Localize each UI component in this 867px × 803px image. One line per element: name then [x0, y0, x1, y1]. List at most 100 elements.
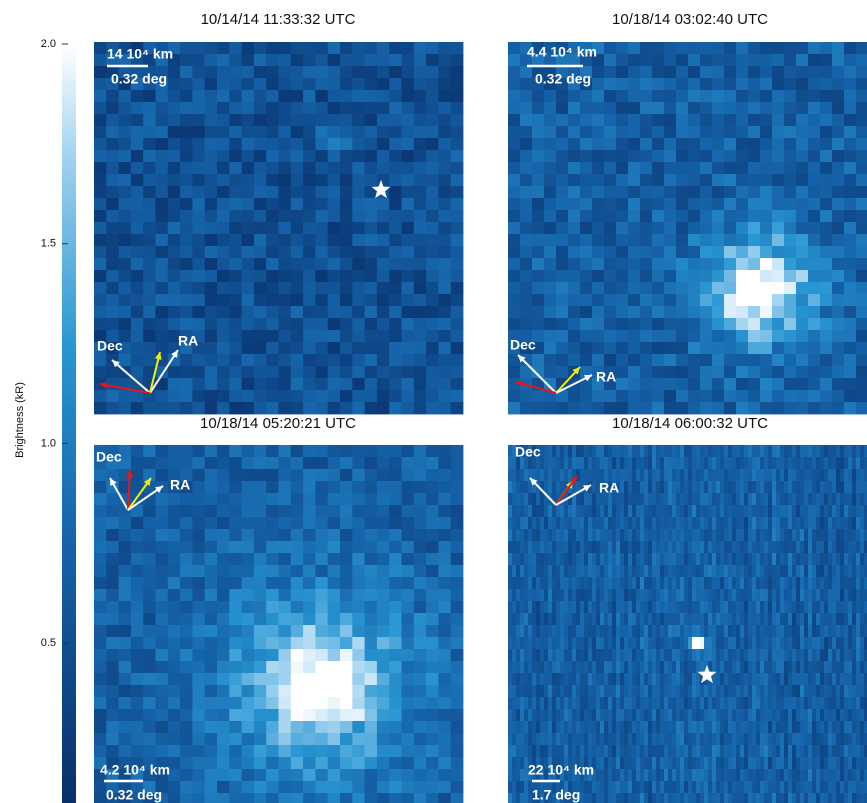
pixel	[130, 721, 144, 734]
pixel	[652, 114, 665, 127]
pixel	[290, 186, 304, 199]
pixel	[192, 781, 206, 794]
pixel	[106, 222, 119, 235]
pixel	[389, 649, 402, 662]
pixel	[640, 481, 645, 494]
pixel	[780, 661, 785, 674]
pixel	[736, 318, 749, 331]
pixel	[327, 222, 341, 235]
pixel	[204, 649, 218, 662]
colorbar-label: Brightness (kR)	[14, 382, 26, 458]
pixel	[106, 745, 119, 758]
pixel	[684, 661, 689, 674]
pixel	[764, 529, 769, 542]
pixel	[94, 637, 107, 650]
pixel	[720, 505, 725, 518]
pixel	[800, 469, 805, 482]
pixel	[241, 258, 255, 271]
pixel	[616, 577, 621, 590]
pixel	[389, 234, 402, 247]
pixel	[556, 721, 561, 734]
pixel	[217, 577, 230, 590]
pixel	[229, 42, 242, 55]
pixel	[728, 445, 733, 458]
pixel	[413, 258, 427, 271]
pixel	[520, 78, 533, 91]
pixel	[588, 493, 593, 506]
pixel	[364, 589, 378, 602]
pixel	[588, 661, 593, 674]
pixel	[568, 270, 581, 283]
pixel	[796, 673, 801, 686]
pixel	[516, 721, 521, 734]
pixel	[118, 613, 132, 626]
pixel	[340, 793, 353, 803]
pixel	[596, 553, 601, 566]
pixel	[856, 378, 867, 391]
pixel	[315, 186, 329, 199]
pixel	[628, 637, 633, 650]
pixel	[644, 673, 649, 686]
pixel	[217, 258, 230, 271]
pixel	[364, 246, 378, 259]
pixel	[401, 481, 415, 494]
pixel	[704, 505, 709, 518]
pixel	[389, 565, 402, 578]
pixel	[660, 709, 665, 722]
pixel	[266, 709, 279, 722]
pixel	[716, 649, 721, 662]
pixel	[180, 673, 193, 686]
pixel	[438, 685, 452, 698]
pixel	[548, 541, 553, 554]
pixel	[664, 553, 669, 566]
pixel	[532, 565, 537, 578]
pixel	[684, 517, 689, 530]
pixel	[266, 553, 279, 566]
pixel	[596, 589, 601, 602]
pixel	[636, 649, 641, 662]
pixel	[450, 102, 464, 115]
pixel	[652, 186, 665, 199]
pixel	[217, 186, 230, 199]
pixel	[564, 529, 569, 542]
pixel	[528, 529, 533, 542]
pixel	[792, 505, 797, 518]
pixel	[732, 589, 737, 602]
pixel	[303, 541, 316, 554]
pixel	[712, 126, 725, 139]
pixel	[820, 66, 833, 79]
pixel	[592, 505, 597, 518]
pixel	[632, 709, 637, 722]
pixel	[266, 246, 279, 259]
pixel	[844, 138, 857, 151]
pixel	[413, 138, 427, 151]
pixel	[438, 162, 452, 175]
pixel	[143, 354, 156, 367]
pixel	[552, 601, 557, 614]
pixel	[340, 102, 353, 115]
pixel	[668, 673, 673, 686]
pixel	[800, 493, 805, 506]
pixel	[732, 445, 737, 458]
pixel	[180, 709, 193, 722]
pixel	[804, 469, 809, 482]
pixel	[848, 541, 853, 554]
pixel	[628, 186, 641, 199]
pixel	[652, 246, 665, 259]
pixel	[832, 673, 837, 686]
pixel	[143, 174, 156, 187]
pixel	[217, 493, 230, 506]
pixel	[576, 541, 581, 554]
pixel	[413, 390, 427, 403]
pixel	[556, 637, 561, 650]
pixel	[668, 457, 673, 470]
pixel	[696, 577, 701, 590]
pixel	[130, 102, 144, 115]
pixel	[253, 721, 267, 734]
pixel	[648, 709, 653, 722]
pixel	[808, 198, 821, 211]
pixel	[512, 589, 517, 602]
arrow-head	[518, 355, 526, 363]
pixel	[544, 529, 549, 542]
pixel	[266, 378, 279, 391]
